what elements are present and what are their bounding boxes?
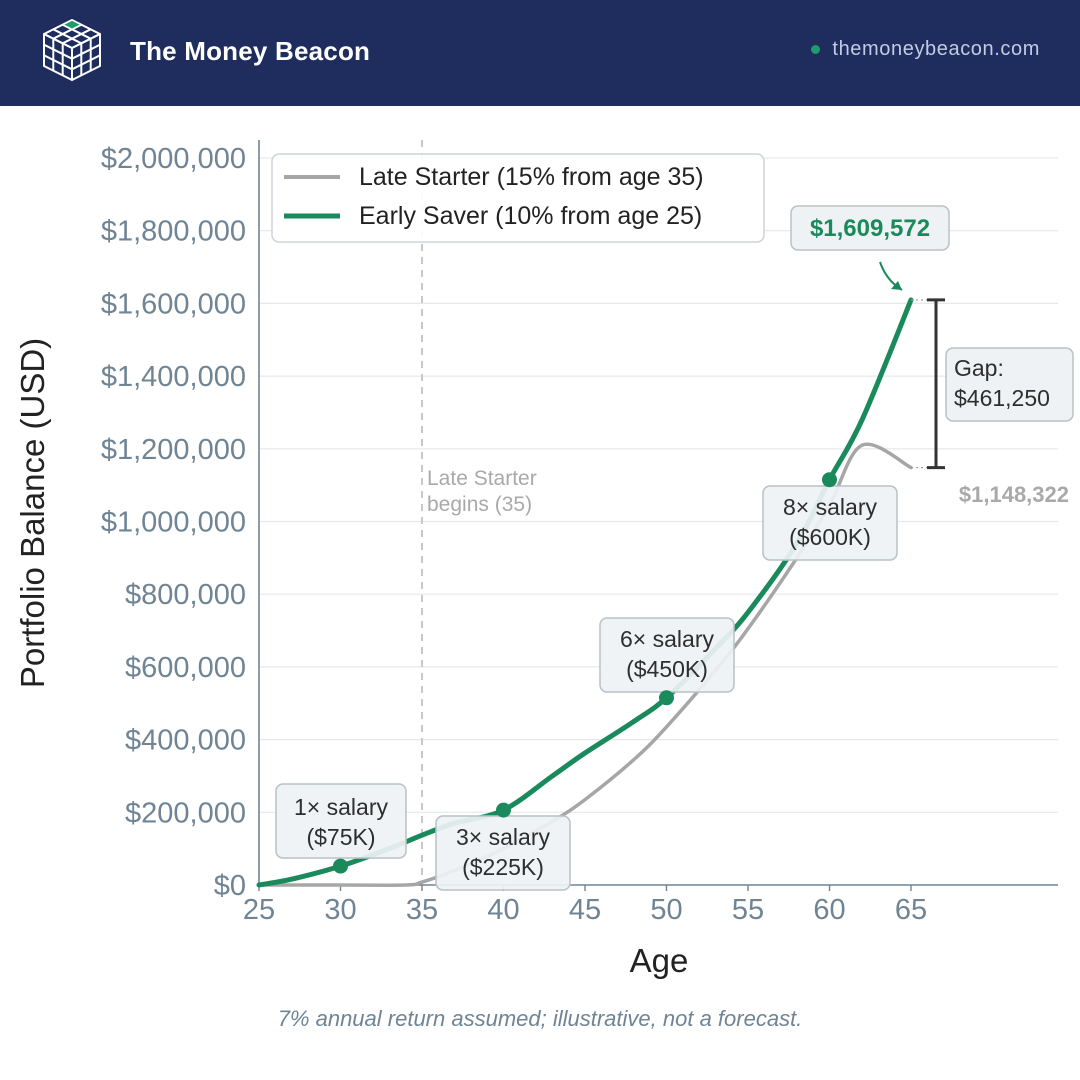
y-tick-label: $400,000 bbox=[125, 725, 246, 757]
milestone-dot bbox=[333, 858, 348, 874]
early-end-callout: $1,609,572 bbox=[790, 205, 950, 291]
milestone-dot bbox=[496, 802, 511, 818]
y-tick-label: $0 bbox=[214, 870, 246, 902]
gap-label: Gap: bbox=[954, 355, 1004, 381]
milestone-label: ($450K) bbox=[626, 656, 708, 682]
grid-lines bbox=[259, 157, 1058, 813]
y-tick-label: $1,600,000 bbox=[101, 288, 246, 320]
milestone-dot bbox=[659, 690, 674, 706]
x-tick-label: 25 bbox=[243, 894, 275, 926]
y-tick-label: $1,200,000 bbox=[101, 434, 246, 466]
legend-label-early: Early Saver (10% from age 25) bbox=[359, 202, 702, 230]
y-axis-title: Portfolio Balance (USD) bbox=[14, 338, 51, 688]
milestone-callout: 8× salary ($600K) bbox=[762, 485, 898, 561]
milestone-label: ($600K) bbox=[789, 524, 871, 550]
milestone-callout: 6× salary ($450K) bbox=[599, 617, 735, 693]
late-start-label: Late Starter bbox=[427, 467, 537, 490]
y-tick-label: $800,000 bbox=[125, 579, 246, 611]
legend: Late Starter (15% from age 35) Early Save… bbox=[271, 153, 765, 243]
x-tick-label: 35 bbox=[406, 894, 438, 926]
header-bar: The Money Beacon themoneybeacon.com bbox=[0, 0, 1080, 106]
arrowhead-icon bbox=[891, 281, 902, 290]
y-tick-label: $1,800,000 bbox=[101, 216, 246, 248]
milestone-dot bbox=[822, 472, 837, 488]
y-tick-label: $600,000 bbox=[125, 652, 246, 684]
x-tick-label: 60 bbox=[813, 894, 845, 926]
early-end-box bbox=[790, 205, 950, 251]
website-link[interactable]: themoneybeacon.com bbox=[811, 38, 1040, 61]
gap-value: $461,250 bbox=[954, 385, 1050, 411]
footnote: 7% annual return assumed; illustrative, … bbox=[277, 1006, 803, 1031]
status-dot-icon bbox=[811, 45, 821, 54]
x-axis-title: Age bbox=[630, 942, 689, 979]
milestone-box bbox=[275, 783, 407, 859]
late-start-label: begins (35) bbox=[427, 493, 532, 516]
cube-grid-icon bbox=[43, 19, 101, 81]
legend-box bbox=[271, 153, 765, 243]
x-tick-label: 55 bbox=[732, 894, 764, 926]
retirement-chart: Late Starter begins (35) $0 $200,000 $400,0… bbox=[14, 140, 1074, 979]
gap-box bbox=[945, 347, 1074, 422]
x-tick-label: 50 bbox=[650, 894, 682, 926]
website-label: themoneybeacon.com bbox=[832, 38, 1040, 60]
milestone-callout: 3× salary ($225K) bbox=[435, 815, 571, 891]
early-end-label: $1,609,572 bbox=[810, 215, 930, 242]
milestone-label: 1× salary bbox=[294, 794, 388, 820]
milestone-label: 6× salary bbox=[620, 626, 714, 652]
x-tick-label: 45 bbox=[569, 894, 601, 926]
legend-label-late: Late Starter (15% from age 35) bbox=[359, 163, 704, 191]
axes: $0 $200,000 $400,000 $600,000 $800,000 $1,000… bbox=[14, 140, 1058, 979]
annotations: 1× salary ($75K) 3× salary ($225K) 6× salary… bbox=[275, 205, 1074, 891]
y-tick-label: $1,400,000 bbox=[101, 361, 246, 393]
x-tick-label: 30 bbox=[324, 894, 356, 926]
milestone-label: 3× salary bbox=[456, 824, 550, 850]
y-tick-label: $1,000,000 bbox=[101, 507, 246, 539]
milestone-label: ($225K) bbox=[462, 854, 544, 880]
late-start-marker: Late Starter begins (35) bbox=[421, 140, 537, 885]
milestone-callout: 1× salary ($75K) bbox=[275, 783, 407, 859]
y-tick-label: $2,000,000 bbox=[101, 143, 246, 175]
brand-name: The Money Beacon bbox=[130, 36, 371, 66]
gap-bracket: Gap: $461,250 bbox=[911, 298, 1074, 470]
late-end-label: $1,148,322 bbox=[959, 482, 1069, 507]
x-tick-label: 40 bbox=[487, 894, 519, 926]
x-tick-label: 65 bbox=[895, 894, 927, 926]
milestone-label: ($75K) bbox=[306, 824, 375, 850]
milestone-label: 8× salary bbox=[783, 494, 877, 520]
y-tick-label: $200,000 bbox=[125, 797, 246, 829]
